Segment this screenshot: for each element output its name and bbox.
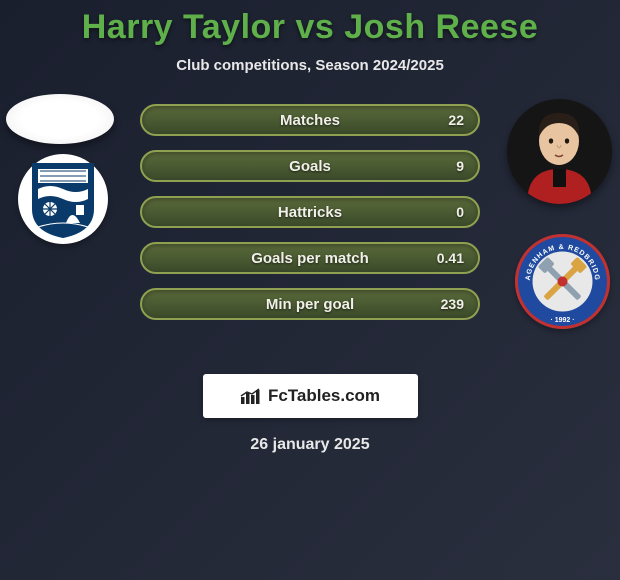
stat-label: Goals per match	[142, 250, 478, 267]
subtitle: Club competitions, Season 2024/2025	[0, 57, 620, 74]
stat-value: 0.41	[437, 250, 464, 266]
bar-chart-icon	[240, 387, 262, 405]
brand-text: FcTables.com	[268, 386, 380, 406]
player-portrait-icon	[507, 99, 612, 204]
stat-label: Goals	[142, 158, 478, 175]
stats-list: Matches 22 Goals 9 Hattricks 0 Goals per…	[140, 104, 480, 334]
dagenham-badge-icon: DAGENHAM & REDBRIDGE · 1992 ·	[515, 234, 610, 329]
club-left-badge	[18, 154, 108, 244]
stat-label: Matches	[142, 112, 478, 129]
stat-value: 9	[456, 158, 464, 174]
stat-value: 239	[441, 296, 464, 312]
stat-row: Hattricks 0	[140, 196, 480, 228]
stat-row: Goals 9	[140, 150, 480, 182]
stat-row: Goals per match 0.41	[140, 242, 480, 274]
club-right-badge: DAGENHAM & REDBRIDGE · 1992 ·	[515, 234, 610, 329]
stat-row: Min per goal 239	[140, 288, 480, 320]
svg-text:· 1992 ·: · 1992 ·	[550, 317, 574, 324]
page-title: Harry Taylor vs Josh Reese	[0, 0, 620, 47]
date-text: 26 january 2025	[0, 436, 620, 454]
player-left-avatar	[6, 94, 114, 144]
stat-row: Matches 22	[140, 104, 480, 136]
comparison-panel: DAGENHAM & REDBRIDGE · 1992 · Matches 22	[0, 104, 620, 364]
stat-label: Hattricks	[142, 204, 478, 221]
player-right-avatar	[507, 99, 612, 204]
southend-shield-icon	[28, 159, 98, 239]
brand-badge: FcTables.com	[203, 374, 418, 418]
stat-value: 0	[456, 204, 464, 220]
stat-value: 22	[448, 112, 464, 128]
stat-label: Min per goal	[142, 296, 478, 313]
